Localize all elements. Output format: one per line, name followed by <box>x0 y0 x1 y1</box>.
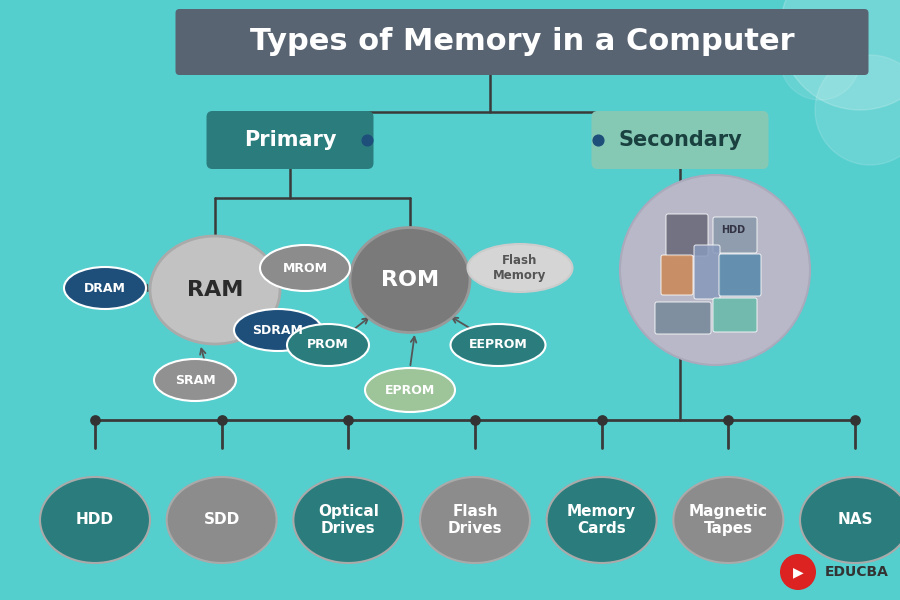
FancyBboxPatch shape <box>206 111 374 169</box>
Point <box>341 415 356 425</box>
Text: Secondary: Secondary <box>618 130 742 150</box>
Text: PROM: PROM <box>307 338 349 352</box>
Text: Primary: Primary <box>244 130 337 150</box>
Ellipse shape <box>451 324 545 366</box>
Point <box>88 415 103 425</box>
FancyBboxPatch shape <box>655 302 711 334</box>
FancyBboxPatch shape <box>713 217 757 253</box>
Text: HDD: HDD <box>76 512 114 527</box>
Text: Types of Memory in a Computer: Types of Memory in a Computer <box>249 28 795 56</box>
Text: Flash
Memory: Flash Memory <box>493 254 546 282</box>
Text: EDUCBA: EDUCBA <box>825 565 889 579</box>
Ellipse shape <box>64 267 146 309</box>
Ellipse shape <box>166 477 276 563</box>
Text: RAM: RAM <box>187 280 243 300</box>
Text: HDD: HDD <box>721 225 745 235</box>
Point <box>468 415 482 425</box>
Ellipse shape <box>467 244 572 292</box>
FancyBboxPatch shape <box>713 298 757 332</box>
Text: Flash
Drives: Flash Drives <box>447 504 502 536</box>
Text: DRAM: DRAM <box>84 281 126 295</box>
Point <box>595 415 609 425</box>
Ellipse shape <box>287 324 369 366</box>
Circle shape <box>780 554 816 590</box>
Text: Optical
Drives: Optical Drives <box>318 504 379 536</box>
FancyBboxPatch shape <box>661 255 693 295</box>
Ellipse shape <box>546 477 657 563</box>
Ellipse shape <box>150 236 280 344</box>
Ellipse shape <box>420 477 530 563</box>
Point <box>590 135 605 145</box>
Point <box>214 415 229 425</box>
Point <box>848 415 862 425</box>
Ellipse shape <box>154 359 236 401</box>
Circle shape <box>815 55 900 165</box>
Text: ▶: ▶ <box>793 565 804 579</box>
Point <box>360 135 374 145</box>
Circle shape <box>780 0 900 110</box>
Text: NAS: NAS <box>837 512 873 527</box>
Text: SDD: SDD <box>203 512 239 527</box>
Text: MROM: MROM <box>283 262 328 275</box>
Circle shape <box>620 175 810 365</box>
Text: Magnetic
Tapes: Magnetic Tapes <box>688 504 768 536</box>
Text: SRAM: SRAM <box>175 373 215 386</box>
Point <box>721 415 735 425</box>
FancyBboxPatch shape <box>176 9 868 75</box>
FancyBboxPatch shape <box>694 245 720 299</box>
Text: EPROM: EPROM <box>385 383 435 397</box>
Ellipse shape <box>293 477 403 563</box>
Ellipse shape <box>350 227 470 332</box>
Text: SDRAM: SDRAM <box>253 323 303 337</box>
Ellipse shape <box>260 245 350 291</box>
Text: EEPROM: EEPROM <box>469 338 527 352</box>
FancyBboxPatch shape <box>666 214 708 256</box>
Ellipse shape <box>365 368 455 412</box>
Ellipse shape <box>40 477 150 563</box>
FancyBboxPatch shape <box>719 254 761 296</box>
Ellipse shape <box>800 477 900 563</box>
Ellipse shape <box>673 477 783 563</box>
Circle shape <box>780 20 860 100</box>
Text: Memory
Cards: Memory Cards <box>567 504 636 536</box>
Text: ROM: ROM <box>381 270 439 290</box>
Ellipse shape <box>234 309 322 351</box>
FancyBboxPatch shape <box>591 111 769 169</box>
